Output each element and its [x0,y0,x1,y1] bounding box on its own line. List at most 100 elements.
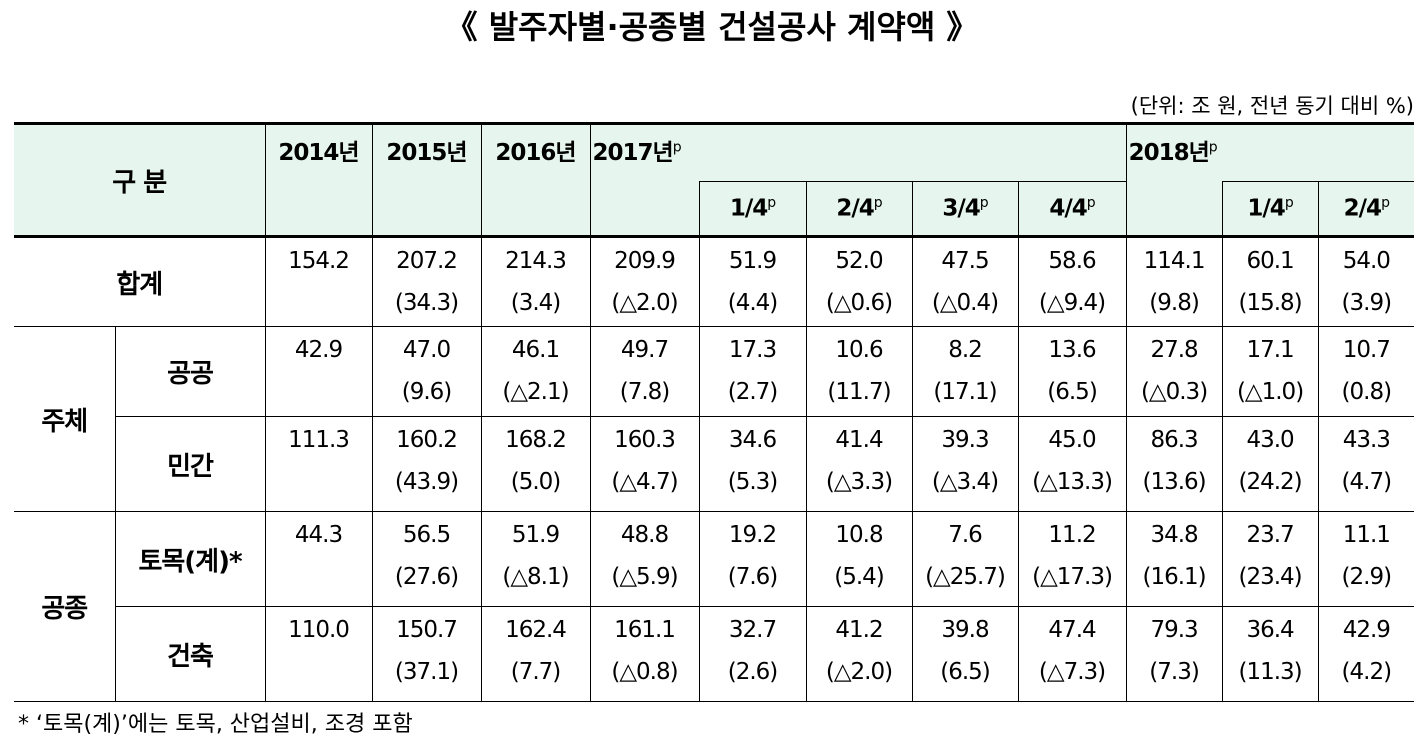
row-label: 건축 [115,606,266,702]
change: (△2.0) [825,659,893,685]
data-cell: 10.7 (0.8) [1317,326,1415,417]
value: 27.8 [1150,337,1198,363]
value: 209.9 [614,248,676,274]
data-cell: 8.2 (17.1) [911,326,1019,417]
table-row: 건축 110.0 150.7 (37.1) 162.4 (7.7) 161.1 (△0.8) 3… [14,606,1415,702]
value: 8.2 [948,337,983,363]
value: 51.9 [728,248,777,274]
value: 34.6 [728,427,777,453]
change: (17.1) [933,379,997,405]
change: (△7.3) [1038,659,1106,685]
value: 43.3 [1342,427,1391,453]
header-superscript: p [1284,195,1294,212]
unit-note: (단위: 조 원, 전년 동기 대비 %) [1130,94,1414,118]
change: (2.9) [1341,564,1393,590]
value: 56.5 [402,522,451,548]
data-cell: 46.1 (△2.1) [480,326,591,417]
value: 161.1 [614,617,676,643]
blank-cell [1125,181,1223,238]
data-cell: 47.5 (△0.4) [911,236,1019,327]
header-label: 2/4 [836,195,874,222]
change: (7.7) [510,659,562,685]
data-cell: 10.6 (11.7) [805,326,913,417]
table-body: 합계 154.2 207.2 (34.3) 214.3 (3.4) 209.9 (△2.0) 5… [14,236,1415,702]
change: (11.3) [1238,659,1302,685]
data-cell: 41.4 (△3.3) [805,416,913,512]
header-label: 2014년 [278,140,359,166]
change: (0.8) [1341,379,1393,405]
quarter-header: 1/4p [698,181,807,238]
quarter-header: 2/4p [805,181,913,238]
change: (5.0) [510,469,562,495]
value: 207.2 [396,248,458,274]
value: 48.8 [620,522,669,548]
data-cell: 10.8 (5.4) [805,511,913,607]
change: (△0.8) [611,659,678,685]
data-cell: 160.2 (43.9) [371,416,482,512]
value: 43.0 [1246,427,1294,453]
group-label: 주체 [14,326,116,512]
data-cell: 41.2 (△2.0) [805,606,913,702]
data-cell: 34.8 (16.1) [1125,511,1223,607]
value: 47.0 [402,337,451,363]
value: 47.4 [1048,617,1096,643]
data-cell: 39.8 (6.5) [911,606,1019,702]
change: (△9.4) [1038,290,1106,316]
year-header: 2014년 [264,122,373,238]
header-superscript: p [672,139,682,156]
value: 110.0 [288,617,350,643]
data-cell: 56.5 (27.6) [371,511,482,607]
value: 34.8 [1150,522,1198,548]
value: 214.3 [505,248,567,274]
value: 162.4 [505,617,567,643]
header-superscript: p [873,195,883,212]
change: (5.3) [727,469,779,495]
quarter-header: 1/4p [1221,181,1319,238]
change: (43.9) [394,469,459,495]
data-cell: 154.2 [264,236,373,327]
data-cell: 207.2 (34.3) [371,236,482,327]
table-row: 민간 111.3 160.2 (43.9) 168.2 (5.0) 160.3 (△4.7) 3… [14,416,1415,512]
value: 41.4 [835,427,883,453]
data-cell: 209.9 (△2.0) [589,236,700,327]
value: 17.3 [728,337,777,363]
header-superscript: p [1208,139,1218,156]
header-label: 3/4 [942,195,980,222]
value: 13.6 [1048,337,1096,363]
value: 11.1 [1342,522,1391,548]
year-header: 2015년 [371,122,482,238]
quarter-header: 3/4p [911,181,1019,238]
change: (△2.0) [611,290,678,316]
data-cell: 48.8 (△5.9) [589,511,700,607]
data-cell: 13.6 (6.5) [1017,326,1127,417]
value: 47.5 [941,248,989,274]
data-cell: 114.1 (9.8) [1125,236,1223,327]
header-superscript: p [1086,195,1096,212]
value: 10.6 [835,337,883,363]
value: 160.3 [614,427,676,453]
header-label: 2017년 [592,140,674,166]
data-cell: 32.7 (2.6) [698,606,807,702]
value: 7.6 [948,522,983,548]
value: 10.8 [835,522,883,548]
header-label: 2016년 [495,140,576,166]
value: 154.2 [288,248,350,274]
data-cell: 44.3 [264,511,373,607]
header-label: 1/4 [729,195,768,222]
row-label: 토목(계)* [114,511,266,607]
data-cell: 17.1 (△1.0) [1221,326,1319,417]
change: (△0.6) [825,290,893,316]
row-label: 합계 [14,236,266,327]
change: (34.3) [394,290,459,316]
change: (13.6) [1142,469,1206,495]
quarter-header: 2/4p [1317,181,1415,238]
value: 45.0 [1048,427,1096,453]
value: 46.1 [511,337,560,363]
change: (6.5) [1047,379,1098,405]
change: (9.8) [1149,290,1200,316]
header-superscript: p [767,195,776,212]
value: 19.2 [728,522,777,548]
value: 52.0 [835,248,883,274]
year-header: 2018년p [1125,122,1415,182]
header-superscript: p [979,195,989,212]
